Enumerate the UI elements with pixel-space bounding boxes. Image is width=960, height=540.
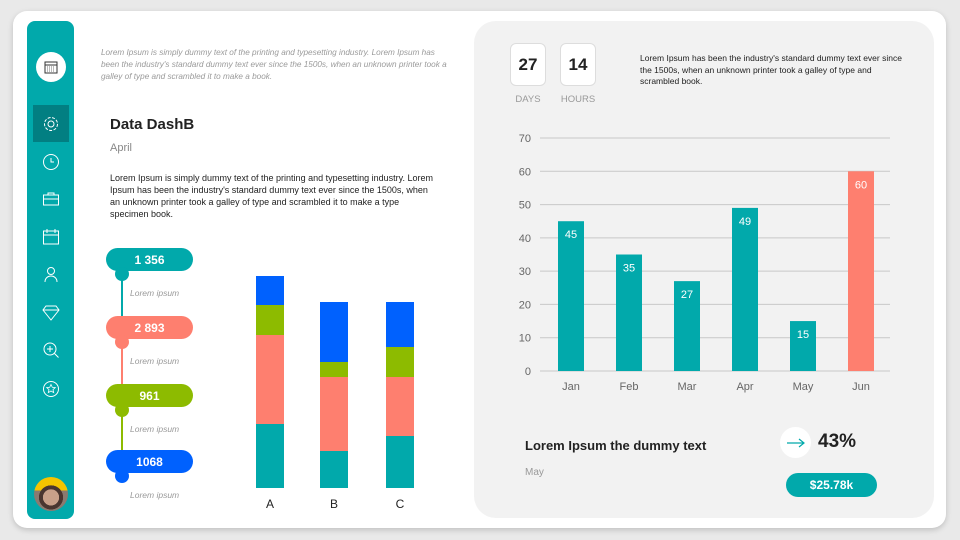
stacked-bar-segment: [320, 451, 348, 488]
timeline-line: [121, 271, 123, 329]
page-month: April: [110, 142, 133, 154]
summary-percent: 43%: [818, 431, 857, 452]
bar: [558, 221, 584, 371]
bar-value-label: 35: [623, 263, 635, 275]
bar-value-label: 15: [797, 329, 809, 341]
days-counter: 27: [510, 43, 546, 86]
stat-label: Lorem ipsum: [130, 424, 180, 434]
y-tick-label: 10: [519, 333, 531, 345]
sidebar-item-clock[interactable]: [40, 151, 62, 173]
sidebar-item-calendar[interactable]: [36, 52, 66, 82]
calendar-icon: [44, 61, 58, 74]
x-tick-label: A: [266, 497, 274, 511]
summary-amount-badge: $25.78k: [786, 473, 877, 497]
stat-pill: 961: [106, 384, 193, 407]
bar: [848, 171, 874, 371]
stat-pill: 1 356: [106, 248, 193, 271]
bar: [732, 207, 758, 371]
x-tick-label: Jun: [852, 381, 870, 393]
stacked-bar-segment: [320, 377, 348, 451]
stacked-bar-segment: [386, 347, 414, 377]
bar-value-label: 49: [739, 216, 751, 228]
sidebar-item-zoom[interactable]: [40, 339, 62, 361]
x-tick-label: May: [793, 381, 814, 393]
timeline-line: [121, 339, 123, 397]
stat-label: Lorem ipsum: [130, 490, 180, 500]
x-tick-label: Mar: [678, 381, 697, 393]
timeline-dot: [115, 267, 129, 281]
summary-month: May: [525, 467, 544, 478]
diamond-icon: [42, 305, 60, 321]
sidebar-item-star[interactable]: [40, 378, 62, 400]
clock-icon: [43, 154, 59, 170]
star-icon: [43, 381, 59, 397]
trend-button[interactable]: [780, 427, 811, 458]
sidebar: [27, 21, 74, 519]
stacked-bar-segment: [320, 302, 348, 362]
hours-label: HOURS: [560, 94, 596, 105]
stacked-bar-chart: A B C: [256, 276, 414, 511]
page-title: Data DashB: [110, 116, 195, 133]
y-tick-label: 30: [519, 266, 531, 278]
sidebar-item-users[interactable]: [40, 263, 62, 285]
stacked-bar-segment: [256, 335, 284, 424]
intro-text: Lorem Ipsum is simply dummy text of the …: [101, 48, 447, 81]
x-tick-label: Feb: [620, 381, 639, 393]
stacked-bar-segment: [386, 377, 414, 436]
y-tick-label: 20: [519, 299, 531, 311]
timeline-dot: [115, 403, 129, 417]
bar: [790, 321, 816, 371]
bar: [674, 281, 700, 371]
bar-value-label: 60: [855, 179, 867, 191]
page-description: Lorem Ipsum is simply dummy text of the …: [110, 173, 433, 219]
timeline-dot: [115, 335, 129, 349]
arrow-right-icon: [786, 438, 805, 447]
monthly-bar-chart: 0 10 20 30 40 50 60 70 45 Jan 35 Feb 27 Mar 49 Apr 15 May…: [519, 133, 890, 393]
summary-title: Lorem Ipsum the dummy text: [525, 438, 707, 453]
bar-value-label: 27: [681, 289, 693, 301]
stacked-bar-segment: [386, 436, 414, 488]
stacked-bar-segment: [256, 276, 284, 305]
sidebar-item-settings[interactable]: [33, 105, 69, 142]
x-tick-label: Apr: [736, 381, 753, 393]
stacked-bar-segment: [256, 305, 284, 335]
x-tick-label: B: [330, 497, 338, 511]
y-tick-label: 50: [519, 200, 531, 212]
bar: [616, 254, 642, 371]
y-tick-label: 60: [519, 166, 531, 178]
stat-label: Lorem ipsum: [130, 288, 180, 298]
y-tick-label: 40: [519, 233, 531, 245]
toolbox-icon: [43, 192, 59, 206]
users-icon: [44, 267, 58, 283]
y-tick-label: 0: [525, 366, 531, 378]
avatar[interactable]: [34, 477, 68, 511]
x-tick-label: C: [396, 497, 405, 511]
bar-value-label: 45: [565, 229, 577, 241]
panel-text: Lorem Ipsum has been the industry's stan…: [640, 53, 902, 86]
gear-icon: [44, 116, 58, 131]
stat-pill: 1068: [106, 450, 193, 473]
hours-counter: 14: [560, 43, 596, 86]
sidebar-item-toolbox[interactable]: [40, 188, 62, 210]
stat-label: Lorem ipsum: [130, 356, 180, 366]
stacked-bar-segment: [386, 302, 414, 347]
days-label: DAYS: [515, 94, 541, 105]
x-tick-label: Jan: [562, 381, 580, 393]
sidebar-item-schedule[interactable]: [40, 226, 62, 248]
timeline-line: [121, 407, 123, 463]
timeline-dot: [115, 469, 129, 483]
stacked-bar-segment: [256, 424, 284, 488]
sidebar-item-diamond[interactable]: [40, 301, 62, 323]
calendar-icon: [43, 229, 59, 245]
y-tick-label: 70: [519, 133, 531, 145]
zoom-in-icon: [43, 342, 59, 358]
stacked-bar-segment: [320, 362, 348, 377]
stat-pill: 2 893: [106, 316, 193, 339]
